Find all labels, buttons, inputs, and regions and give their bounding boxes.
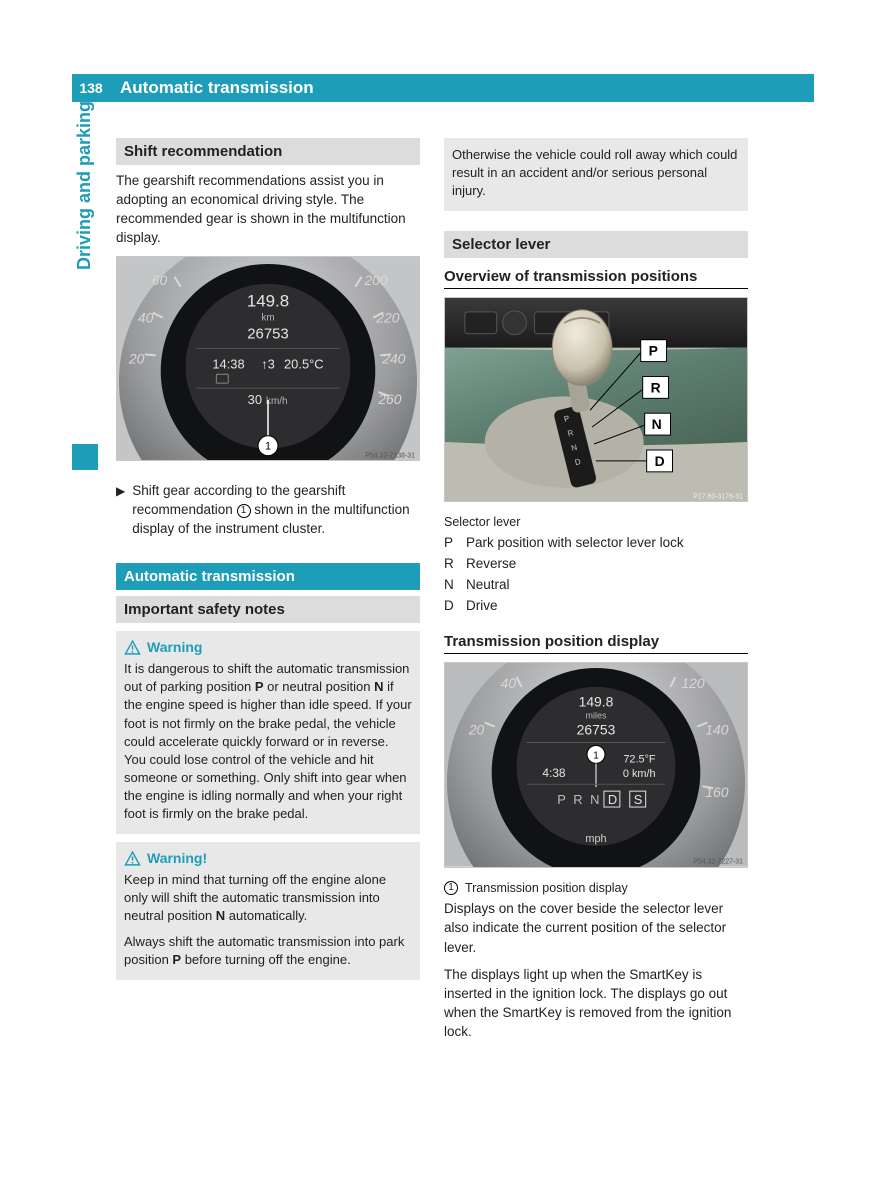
right-column: Otherwise the vehicle could roll away wh…: [444, 138, 748, 1049]
svg-text:P: P: [649, 342, 658, 358]
svg-text:mph: mph: [585, 833, 606, 845]
selector-lever-heading: Selector lever: [444, 231, 748, 258]
svg-text:↑3: ↑3: [261, 356, 275, 371]
side-tab-label: Driving and parking: [74, 50, 100, 270]
overview-heading: Overview of transmission positions: [444, 268, 748, 289]
warning-icon: [124, 850, 141, 867]
svg-text:P54.32-7138-31: P54.32-7138-31: [365, 452, 415, 459]
svg-text:D: D: [608, 792, 617, 807]
svg-text:P27.60-3176-31: P27.60-3176-31: [693, 493, 743, 500]
bullet-text: Shift gear according to the gearshift re…: [132, 482, 420, 539]
warning-icon: [124, 639, 141, 656]
svg-text:149.8: 149.8: [247, 291, 289, 310]
svg-text:240: 240: [381, 350, 405, 366]
svg-text:1: 1: [593, 750, 599, 761]
svg-text:0 km/h: 0 km/h: [623, 768, 656, 780]
svg-text:km/h: km/h: [266, 396, 288, 407]
position-list: PPark position with selector lever lock …: [444, 533, 748, 617]
svg-text:20: 20: [128, 350, 145, 366]
content-columns: Shift recommendation The gearshift recom…: [116, 138, 748, 1049]
fig3-caption: 1 Transmission position display: [444, 881, 748, 896]
left-column: Shift recommendation The gearshift recom…: [116, 138, 420, 1049]
svg-text:72.5°F: 72.5°F: [623, 753, 656, 765]
svg-text:D: D: [655, 452, 665, 468]
automatic-transmission-section: Automatic transmission: [116, 563, 420, 590]
svg-text:26753: 26753: [577, 721, 616, 737]
safety-notes-heading: Important safety notes: [116, 596, 420, 623]
warning-2-header: Warning!: [124, 850, 412, 867]
shift-recommendation-heading: Shift recommendation: [116, 138, 420, 165]
svg-text:220: 220: [375, 309, 399, 325]
svg-text:40: 40: [138, 309, 154, 325]
warning-box-2: Warning! Keep in mind that turning off t…: [116, 842, 420, 980]
svg-text:S: S: [634, 792, 643, 807]
page-title: Automatic transmission: [120, 78, 314, 98]
svg-text:miles: miles: [586, 711, 607, 721]
tpd-heading: Transmission position display: [444, 633, 748, 654]
svg-text:140: 140: [705, 721, 728, 737]
bullet-marker: ▶: [116, 482, 125, 539]
callout-1-icon: 1: [237, 504, 251, 518]
shift-body-text: The gearshift recommendations assist you…: [116, 171, 420, 248]
svg-text:30: 30: [248, 392, 262, 407]
svg-text:40: 40: [501, 675, 517, 691]
warning-1-header: Warning: [124, 639, 412, 656]
warning-2-body-a: Keep in mind that turning off the engine…: [124, 871, 412, 926]
svg-text:149.8: 149.8: [579, 694, 614, 710]
body-text-b: The displays light up when the SmartKey …: [444, 965, 748, 1042]
svg-text:4:38: 4:38: [542, 766, 566, 780]
figure-transmission-display: 40 20 120 140 160 149.8 miles 26753 1 4:…: [444, 662, 748, 868]
svg-text:20.5°C: 20.5°C: [284, 356, 324, 371]
svg-text:20: 20: [468, 721, 485, 737]
svg-text:P R N: P R N: [557, 792, 601, 807]
figure-selector-lever: PRND P R N D P27.60-3176-31: [444, 297, 748, 503]
svg-text:120: 120: [681, 675, 704, 691]
svg-text:P54.32-7227-31: P54.32-7227-31: [693, 859, 743, 866]
figure-instrument-cluster: 60 40 20 200 220 240 260 149.8 km 26753 …: [116, 256, 420, 462]
svg-text:km: km: [261, 312, 274, 323]
svg-text:60: 60: [152, 271, 168, 287]
svg-text:1: 1: [265, 440, 271, 452]
warning-2-body-b: Always shift the automatic transmission …: [124, 933, 412, 969]
side-tab-box: [72, 444, 98, 470]
svg-text:N: N: [652, 416, 662, 432]
rollaway-box: Otherwise the vehicle could roll away wh…: [444, 138, 748, 211]
svg-text:14:38: 14:38: [212, 356, 244, 371]
rollaway-text: Otherwise the vehicle could roll away wh…: [452, 146, 740, 201]
page-header: 138 Automatic transmission: [72, 74, 814, 102]
callout-1-icon: 1: [444, 881, 458, 895]
svg-text:R: R: [651, 379, 661, 395]
warning-box-1: Warning It is dangerous to shift the aut…: [116, 631, 420, 834]
warning-1-body: It is dangerous to shift the automatic t…: [124, 660, 412, 824]
fig2-caption: Selector lever: [444, 515, 748, 529]
svg-text:26753: 26753: [247, 326, 288, 342]
gearshift-instruction: ▶ Shift gear according to the gearshift …: [116, 482, 420, 539]
svg-text:200: 200: [363, 271, 387, 287]
body-text-a: Displays on the cover beside the selecto…: [444, 899, 748, 956]
